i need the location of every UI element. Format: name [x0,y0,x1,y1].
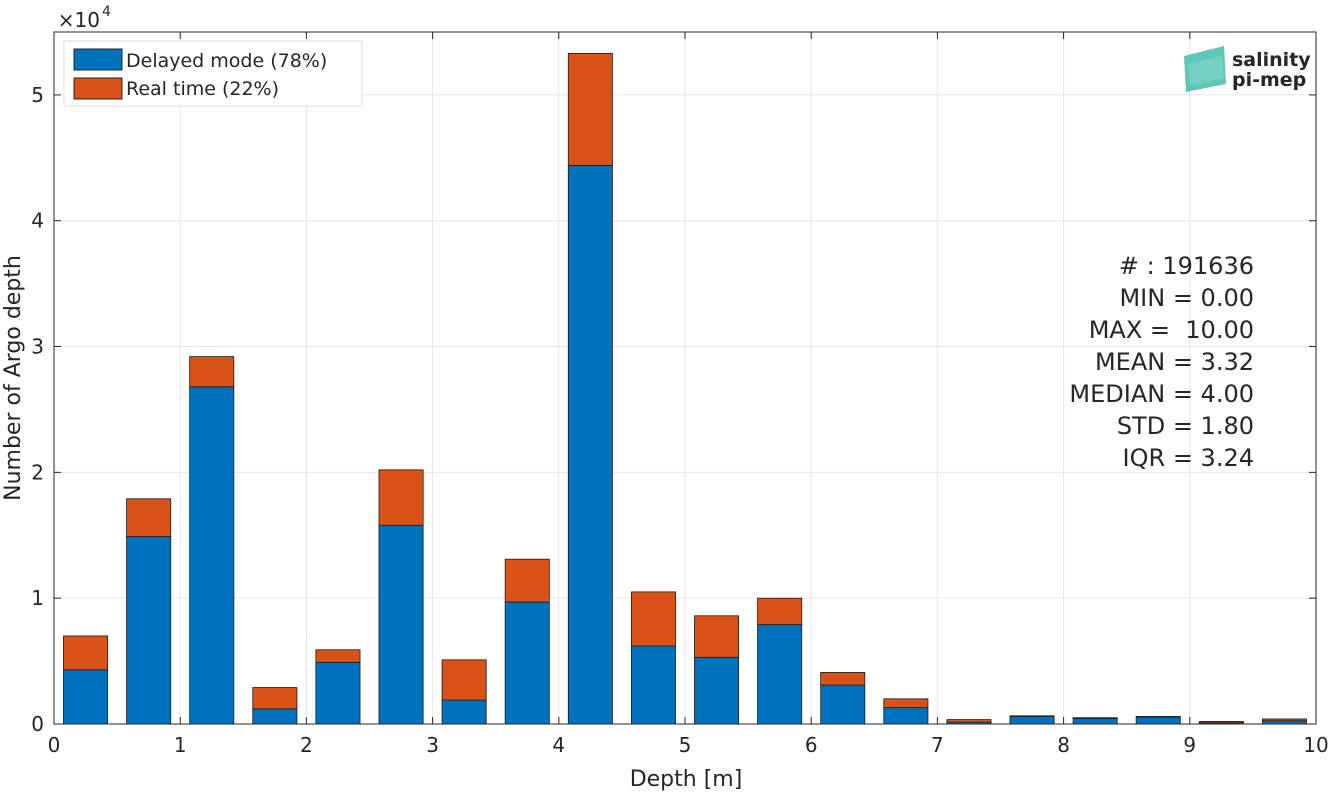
legend-swatch-delayed [73,48,123,71]
stats-box: # : 191636 MIN = 0.00 MAX = 10.00 MEAN =… [1069,252,1254,472]
legend: Delayed mode (78%) Real time (22%) [63,40,363,107]
bar-real-time [126,498,172,537]
bar-delayed-mode [694,656,740,725]
grid [54,32,1316,724]
y-tick-label: 1 [31,586,44,610]
stats-max: MAX = 10.00 [1089,316,1254,344]
bar-real-time [757,597,803,626]
logo-text-salinity: salinity [1232,49,1311,71]
y-axis-label: Number of Argo depth [1,255,26,501]
bar-real-time [1135,716,1181,718]
legend-label-realtime: Real time (22%) [126,78,279,100]
bar-delayed-mode [1135,716,1181,725]
bar-real-time [694,615,740,658]
bar-real-time [315,649,361,663]
y-axis-ticks: 0 1 2 3 4 5 [31,83,1316,736]
bar-delayed-mode [757,624,803,725]
x-tick-label: 6 [805,733,818,757]
bar-delayed-mode [630,645,676,725]
x-axis-ticks: 0 1 2 3 4 5 6 7 8 9 10 [48,32,1329,757]
bar-real-time [820,672,866,686]
bar-delayed-mode [504,601,550,725]
bar-delayed-mode [567,164,613,725]
stats-std: STD = 1.80 [1117,412,1254,440]
legend-swatch-realtime [73,77,123,100]
y-tick-label: 5 [31,83,44,107]
bar-delayed-mode [1009,716,1055,725]
bar-real-time [504,558,550,603]
stats-median: MEDIAN = 4.00 [1069,380,1254,408]
stats-count: # : 191636 [1119,252,1254,280]
x-tick-label: 10 [1303,733,1328,757]
bar-real-time [441,659,487,701]
x-tick-label: 8 [1057,733,1070,757]
bar-real-time [63,635,109,671]
y-exponent-power: 4 [102,4,111,20]
x-tick-label: 4 [552,733,565,757]
bar-real-time [1261,718,1307,722]
bar-real-time [1009,715,1055,717]
stats-min: MIN = 0.00 [1119,284,1254,312]
x-tick-label: 2 [300,733,313,757]
x-tick-label: 5 [679,733,692,757]
bar-delayed-mode [441,699,487,725]
bar-delayed-mode [315,661,361,725]
legend-label-delayed: Delayed mode (78%) [126,50,327,72]
bar-delayed-mode [883,707,929,725]
y-exponent-base: ×10 [58,8,100,32]
x-axis-label: Depth [m] [630,767,743,792]
bar-delayed-mode [820,684,866,725]
bar-delayed-mode [252,708,298,725]
x-tick-label: 9 [1183,733,1196,757]
x-tick-label: 0 [48,733,61,757]
y-tick-label: 3 [31,335,44,359]
x-tick-label: 1 [174,733,187,757]
y-tick-label: 4 [31,209,44,233]
bar-delayed-mode [126,536,172,725]
bar-real-time [883,698,929,709]
bar-real-time [189,356,235,388]
bar-real-time [378,469,424,526]
bar-real-time [946,719,992,723]
bar-real-time [1072,717,1118,719]
bar-delayed-mode [63,669,109,725]
logo-wave-icon-inner [1188,56,1224,86]
bar-real-time [1198,721,1244,724]
bar-real-time [567,52,613,166]
stats-mean: MEAN = 3.32 [1095,348,1254,376]
bars [63,52,1307,725]
x-tick-label: 3 [426,733,439,757]
y-tick-label: 0 [31,712,44,736]
bar-real-time [252,687,298,710]
salinity-pimep-logo: salinity pi-mep [1184,46,1311,92]
stats-iqr: IQR = 3.24 [1123,444,1254,472]
y-tick-label: 2 [31,460,44,484]
x-tick-label: 7 [931,733,944,757]
bar-delayed-mode [1072,717,1118,725]
logo-text-pimep: pi-mep [1232,69,1306,91]
bar-delayed-mode [378,524,424,725]
bar-real-time [630,591,676,647]
bar-delayed-mode [189,386,235,725]
